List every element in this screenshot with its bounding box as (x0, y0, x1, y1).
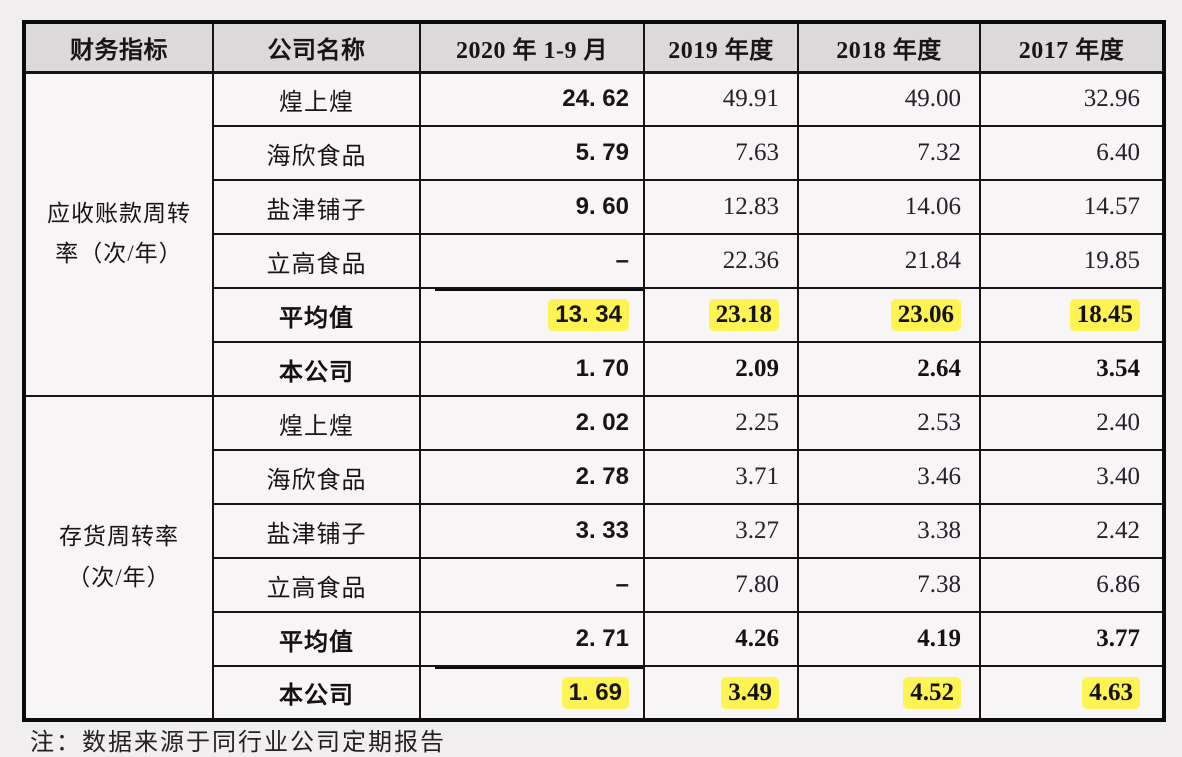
highlighted-value: 23.06 (890, 299, 961, 331)
highlighted-value: 23.18 (708, 299, 779, 331)
value-cell-2019: 7.63 (643, 125, 799, 181)
value-cell-2017: 3.40 (979, 449, 1165, 505)
table-row-average: 平均值 13. 34 23.18 23.06 18.45 (24, 287, 1165, 343)
table-source-note: 注：数据来源于同行业公司定期报告 (30, 730, 446, 756)
table-row: 海欣食品 5. 79 7.63 7.32 6.40 (24, 125, 1165, 181)
value-cell-2017: 2.40 (979, 395, 1165, 451)
value-cell-2017: 3.54 (979, 341, 1165, 397)
value-cell-2018: 7.32 (797, 125, 981, 181)
column-header-2017: 2017 年度 (979, 21, 1165, 74)
highlighted-value: 13. 34 (548, 299, 629, 331)
company-cell-our-company: 本公司 (212, 665, 421, 721)
indicator-cell-receivables-turnover: 应收账款周转率（次/年） (23, 71, 214, 397)
indicator-cell-inventory-turnover: 存货周转率（次/年） (23, 395, 214, 721)
value-cell-2018: 49.00 (797, 71, 981, 127)
value-cell-2019: 3.49 (643, 665, 799, 721)
table-row: 应收账款周转率（次/年） 煌上煌 24. 62 49.91 49.00 32.9… (23, 71, 1165, 397)
value-cell-2020: 2. 71 (419, 611, 645, 667)
value-cell-2019: 7.80 (643, 557, 799, 613)
value-cell-2017: 2.42 (979, 503, 1165, 559)
value-cell-2018: 4.19 (797, 611, 981, 667)
value-cell-2019: 4.26 (643, 611, 799, 667)
table-row: 立高食品 – 7.80 7.38 6.86 (24, 557, 1165, 613)
highlighted-value: 4.63 (1082, 676, 1140, 709)
company-cell: 盐津铺子 (212, 179, 421, 235)
value-cell-2017: 4.63 (979, 665, 1165, 721)
value-cell-2020: – (419, 557, 645, 613)
value-cell-2019: 23.18 (643, 287, 799, 343)
table-row-company: 本公司 1. 69 3.49 4.52 4.63 (24, 665, 1165, 721)
highlighted-value: 3.49 (721, 676, 779, 709)
value-cell-2020: 9. 60 (419, 179, 645, 235)
value-cell-2018: 2.64 (797, 341, 981, 397)
value-cell-2019: 2.25 (643, 395, 799, 451)
company-cell: 盐津铺子 (212, 503, 421, 559)
financial-comparison-table: 财务指标 公司名称 2020 年 1-9 月 2019 年度 2018 年度 2… (22, 20, 1166, 722)
value-cell-2020: 5. 79 (419, 125, 645, 181)
company-cell-average: 平均值 (212, 287, 421, 343)
table-row: 盐津铺子 3. 33 3.27 3.38 2.42 (24, 503, 1165, 559)
column-header-2018: 2018 年度 (797, 21, 981, 74)
company-cell: 煌上煌 (212, 71, 421, 127)
value-cell-2020: 1. 70 (419, 341, 645, 397)
value-cell-2017: 32.96 (979, 71, 1165, 127)
value-cell-2020: 2. 78 (419, 449, 645, 505)
value-cell-2018: 3.38 (797, 503, 981, 559)
value-cell-2019: 12.83 (643, 179, 799, 235)
value-cell-2019: 3.71 (643, 449, 799, 505)
company-cell: 立高食品 (212, 557, 421, 613)
value-cell-2017: 3.77 (979, 611, 1165, 667)
value-cell-2020: 3. 33 (419, 503, 645, 559)
value-cell-2018: 4.52 (797, 665, 981, 721)
column-header-company: 公司名称 (212, 21, 421, 74)
company-cell-average: 平均值 (212, 611, 421, 667)
highlighted-value: 1. 69 (561, 676, 629, 709)
value-cell-2019: 2.09 (643, 341, 799, 397)
table-row: 盐津铺子 9. 60 12.83 14.06 14.57 (24, 179, 1165, 235)
value-cell-2020: 2. 02 (419, 395, 645, 451)
company-cell-our-company: 本公司 (212, 341, 421, 397)
column-header-2019: 2019 年度 (643, 21, 799, 74)
value-cell-2020: 13. 34 (419, 287, 645, 343)
highlighted-value: 18.45 (1069, 299, 1140, 331)
value-cell-2018: 21.84 (797, 233, 981, 289)
company-cell: 海欣食品 (212, 125, 421, 181)
table-row-average: 平均值 2. 71 4.26 4.19 3.77 (24, 611, 1165, 667)
table-row: 立高食品 – 22.36 21.84 19.85 (24, 233, 1165, 289)
table-row: 存货周转率（次/年） 煌上煌 2. 02 2.25 2.53 2.40 (23, 395, 1165, 721)
value-cell-2019: 22.36 (643, 233, 799, 289)
value-cell-2018: 3.46 (797, 449, 981, 505)
value-cell-2017: 19.85 (979, 233, 1165, 289)
column-header-indicator: 财务指标 (23, 21, 214, 74)
company-cell: 海欣食品 (212, 449, 421, 505)
column-header-2020: 2020 年 1-9 月 (419, 21, 645, 74)
value-cell-2017: 14.57 (979, 179, 1165, 235)
highlighted-value: 4.52 (903, 676, 961, 709)
value-cell-2017: 6.40 (979, 125, 1165, 181)
company-cell: 煌上煌 (212, 395, 421, 451)
value-cell-2020: 1. 69 (419, 665, 645, 721)
table-row: 海欣食品 2. 78 3.71 3.46 3.40 (24, 449, 1165, 505)
value-cell-2018: 14.06 (797, 179, 981, 235)
value-cell-2018: 7.38 (797, 557, 981, 613)
value-cell-2018: 23.06 (797, 287, 981, 343)
header-row: 财务指标 公司名称 2020 年 1-9 月 2019 年度 2018 年度 2… (23, 21, 1165, 74)
value-cell-2020: 24. 62 (419, 71, 645, 127)
value-cell-2017: 6.86 (979, 557, 1165, 613)
value-cell-2019: 3.27 (643, 503, 799, 559)
company-cell: 立高食品 (212, 233, 421, 289)
value-cell-2020: – (419, 233, 645, 289)
value-cell-2017: 18.45 (979, 287, 1165, 343)
value-cell-2019: 49.91 (643, 71, 799, 127)
value-cell-2018: 2.53 (797, 395, 981, 451)
table-row-company: 本公司 1. 70 2.09 2.64 3.54 (24, 341, 1165, 397)
